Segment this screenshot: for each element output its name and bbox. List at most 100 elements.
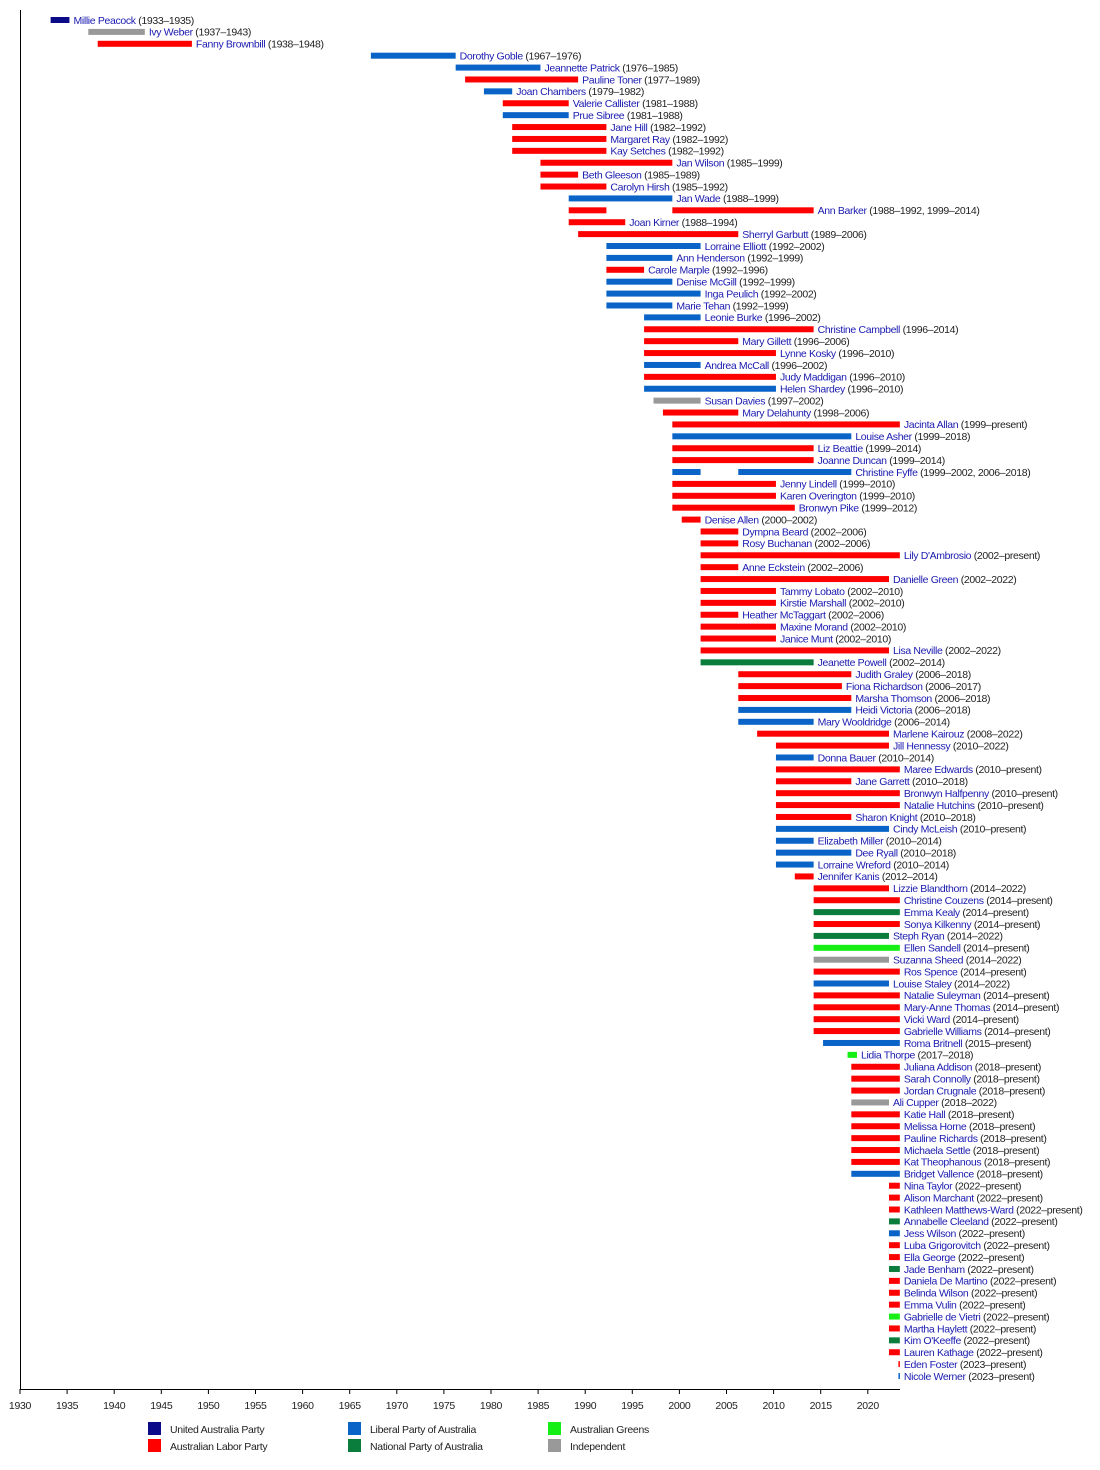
member-name-link[interactable]: Inga Peulich (705, 288, 759, 300)
member-name-link[interactable]: Kim O'Keeffe (904, 1335, 962, 1347)
member-name-link[interactable]: Jess Wilson (904, 1228, 957, 1240)
member-name-link[interactable]: Elizabeth Miller (818, 836, 885, 848)
member-name-link[interactable]: Lizzie Blandthorn (893, 883, 968, 895)
member-name-link[interactable]: Bronwyn Halfpenny (904, 788, 991, 800)
member-name-link[interactable]: Sonya Kilkenny (904, 919, 973, 931)
member-name-link[interactable]: Louise Staley (893, 978, 953, 990)
member-name-link[interactable]: Lorraine Wreford (818, 859, 892, 871)
member-name-link[interactable]: Millie Peacock (73, 15, 137, 27)
member-name-link[interactable]: Gabrielle de Vietri (904, 1311, 981, 1323)
member-name-link[interactable]: Denise McGill (676, 276, 737, 288)
member-name-link[interactable]: Beth Gleeson (582, 169, 642, 181)
member-name-link[interactable]: Louise Asher (855, 431, 913, 443)
member-name-link[interactable]: Maree Edwards (904, 764, 973, 776)
member-name-link[interactable]: Prue Sibree (573, 110, 625, 122)
member-name-link[interactable]: Ella George (904, 1252, 956, 1264)
member-name-link[interactable]: Janice Munt (780, 633, 834, 645)
member-name-link[interactable]: Nina Taylor (904, 1181, 954, 1193)
member-name-link[interactable]: Sharon Knight (855, 812, 918, 824)
member-name-link[interactable]: Christine Couzens (904, 895, 984, 907)
member-name-link[interactable]: Kathleen Matthews-Ward (904, 1204, 1015, 1216)
member-name-link[interactable]: Mary Gillett (742, 336, 792, 348)
member-name-link[interactable]: Daniela De Martino (904, 1276, 988, 1288)
member-name-link[interactable]: Sherryl Garbutt (742, 229, 809, 241)
member-name-link[interactable]: Joanne Duncan (818, 455, 888, 467)
member-name-link[interactable]: Maxine Morand (780, 621, 849, 633)
member-name-link[interactable]: Karen Overington (780, 491, 858, 503)
member-name-link[interactable]: Annabelle Cleeland (904, 1216, 990, 1228)
member-name-link[interactable]: Dorothy Goble (460, 50, 524, 62)
member-name-link[interactable]: Heather McTaggart (742, 610, 826, 622)
member-name-link[interactable]: Gabrielle Williams (904, 1026, 982, 1038)
member-name-link[interactable]: Ali Cupper (893, 1097, 940, 1109)
member-name-link[interactable]: Jade Benham (904, 1264, 966, 1276)
member-name-link[interactable]: Ann Henderson (676, 253, 745, 265)
member-name-link[interactable]: Leonie Burke (705, 312, 764, 324)
member-name-link[interactable]: Marie Tehan (676, 300, 731, 312)
member-name-link[interactable]: Lisa Neville (893, 645, 943, 657)
member-name-link[interactable]: Melissa Horne (904, 1121, 967, 1133)
member-name-link[interactable]: Michaela Settle (904, 1145, 971, 1157)
member-name-link[interactable]: Ivy Weber (149, 27, 194, 39)
member-name-link[interactable]: Carole Marple (648, 265, 710, 277)
member-name-link[interactable]: Pauline Richards (904, 1133, 978, 1145)
member-name-link[interactable]: Anne Eckstein (742, 562, 805, 574)
member-name-link[interactable]: Jan Wade (676, 193, 721, 205)
member-name-link[interactable]: Roma Britnell (904, 1038, 963, 1050)
member-name-link[interactable]: Kirstie Marshall (780, 598, 847, 610)
member-name-link[interactable]: Pauline Toner (582, 74, 643, 86)
member-name-link[interactable]: Ros Spence (904, 966, 959, 978)
member-name-link[interactable]: Valerie Callister (573, 98, 641, 110)
member-name-link[interactable]: Mary Wooldridge (818, 717, 893, 729)
member-name-link[interactable]: Mary-Anne Thomas (904, 1002, 991, 1014)
member-name-link[interactable]: Jane Hill (610, 122, 647, 134)
member-name-link[interactable]: Lidia Thorpe (861, 1050, 916, 1062)
member-name-link[interactable]: Christine Campbell (818, 324, 901, 336)
member-name-link[interactable]: Steph Ryan (893, 931, 945, 943)
member-name-link[interactable]: Lily D'Ambrosio (904, 550, 972, 562)
member-name-link[interactable]: Joan Chambers (516, 86, 586, 98)
member-name-link[interactable]: Judy Maddigan (780, 372, 848, 384)
member-name-link[interactable]: Lynne Kosky (780, 348, 837, 360)
member-name-link[interactable]: Emma Vulin (904, 1299, 958, 1311)
member-name-link[interactable]: Helen Shardey (780, 384, 846, 396)
member-name-link[interactable]: Kay Setches (610, 146, 666, 158)
member-name-link[interactable]: Andrea McCall (705, 360, 770, 372)
member-name-link[interactable]: Jane Garrett (855, 776, 910, 788)
member-name-link[interactable]: Juliana Addison (904, 1062, 973, 1074)
member-name-link[interactable]: Heidi Victoria (855, 705, 913, 717)
member-name-link[interactable]: Jill Hennessy (893, 740, 952, 752)
member-name-link[interactable]: Jeannette Patrick (544, 62, 621, 74)
member-name-link[interactable]: Dee Ryall (855, 847, 898, 859)
member-name-link[interactable]: Judith Graley (855, 669, 914, 681)
member-name-link[interactable]: Jordan Crugnale (904, 1085, 977, 1097)
member-name-link[interactable]: Lorraine Elliott (705, 241, 767, 253)
member-name-link[interactable]: Marsha Thomson (855, 693, 932, 705)
member-name-link[interactable]: Margaret Ray (610, 134, 671, 146)
member-name-link[interactable]: Ellen Sandell (904, 943, 961, 955)
member-name-link[interactable]: Alison Marchant (904, 1192, 975, 1204)
member-name-link[interactable]: Denise Allen (705, 514, 760, 526)
member-name-link[interactable]: Ann Barker (818, 205, 868, 217)
member-name-link[interactable]: Jennifer Kanis (818, 871, 880, 883)
member-name-link[interactable]: Fiona Richardson (846, 681, 924, 693)
member-name-link[interactable]: Emma Kealy (904, 907, 961, 919)
member-name-link[interactable]: Rosy Buchanan (742, 538, 812, 550)
member-name-link[interactable]: Marlene Kairouz (893, 729, 965, 741)
member-name-link[interactable]: Mary Delahunty (742, 407, 812, 419)
member-name-link[interactable]: Carolyn Hirsh (610, 181, 670, 193)
member-name-link[interactable]: Jacinta Allan (904, 419, 959, 431)
member-name-link[interactable]: Sarah Connolly (904, 1073, 972, 1085)
member-name-link[interactable]: Tammy Lobato (780, 586, 846, 598)
member-name-link[interactable]: Bronwyn Pike (799, 502, 860, 514)
member-name-link[interactable]: Martha Haylett (904, 1323, 968, 1335)
member-name-link[interactable]: Jan Wilson (676, 158, 725, 170)
member-name-link[interactable]: Jeanette Powell (818, 657, 887, 669)
member-name-link[interactable]: Joan Kirner (629, 217, 680, 229)
member-name-link[interactable]: Dympna Beard (742, 526, 809, 538)
member-name-link[interactable]: Danielle Green (893, 574, 959, 586)
member-name-link[interactable]: Katie Hall (904, 1109, 946, 1121)
member-name-link[interactable]: Natalie Hutchins (904, 800, 975, 812)
member-name-link[interactable]: Vicki Ward (904, 1014, 951, 1026)
member-name-link[interactable]: Kat Theophanous (904, 1157, 982, 1169)
